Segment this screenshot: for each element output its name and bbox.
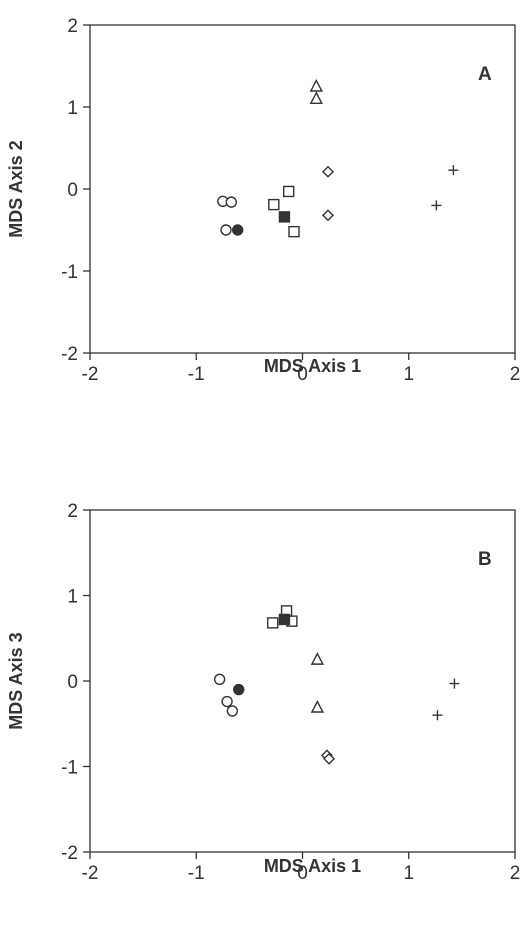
data-point-circle-open bbox=[226, 705, 239, 717]
y-tick-label: 1 bbox=[67, 587, 78, 608]
y-axis-title: MDS Axis 2 bbox=[6, 140, 26, 237]
y-tick-label: 0 bbox=[67, 180, 78, 201]
x-tick-label: -1 bbox=[188, 364, 205, 385]
plot-frame bbox=[89, 509, 516, 853]
x-axis-title: MDS Axis 1 bbox=[264, 856, 361, 876]
data-point-diamond-open bbox=[322, 209, 334, 222]
data-point-square-open bbox=[288, 225, 300, 238]
x-tick-label: 0 bbox=[297, 364, 308, 385]
y-tick-label: -1 bbox=[61, 262, 78, 283]
data-point-diamond-open bbox=[323, 752, 336, 765]
y-tick-label: 2 bbox=[67, 501, 78, 522]
data-point-circle-open bbox=[221, 695, 233, 708]
y-axis-title: MDS Axis 3 bbox=[6, 632, 26, 729]
data-point-triangle-open bbox=[310, 699, 325, 713]
data-point-circle-open bbox=[213, 673, 226, 685]
data-point-diamond-open bbox=[322, 165, 334, 178]
x-tick-label: -2 bbox=[82, 863, 99, 884]
scatter-panel-a: -2 -1 0 1 2 -2 -1 0 1 2 MDS Axis 1 MDS Axis 2 A bbox=[6, 16, 520, 385]
y-tick-label: 2 bbox=[67, 16, 78, 37]
data-point-square-filled bbox=[278, 211, 291, 223]
x-tick-label: 2 bbox=[510, 863, 521, 884]
scatter-panel-b: -2 -1 0 1 2 -2 -1 0 1 2 MDS Axis 1 MDS Axis 3 B bbox=[6, 501, 520, 884]
y-tick-label: -1 bbox=[61, 758, 78, 779]
data-point-square-open bbox=[267, 617, 279, 629]
data-point-plus bbox=[432, 710, 443, 721]
x-tick-label: -2 bbox=[82, 364, 99, 385]
data-point-plus bbox=[431, 200, 442, 211]
x-tick-label: 1 bbox=[403, 863, 414, 884]
x-axis-title: MDS Axis 1 bbox=[264, 356, 361, 376]
data-point-square-open bbox=[268, 198, 280, 211]
data-point-triangle-open bbox=[309, 91, 323, 105]
panel-label: B bbox=[478, 549, 492, 570]
data-point-circle-open bbox=[225, 196, 238, 208]
data-point-triangle-open bbox=[309, 78, 323, 92]
x-tick-label: 1 bbox=[403, 364, 414, 385]
y-tick-label: -2 bbox=[61, 843, 78, 864]
y-tick-label: 1 bbox=[67, 98, 78, 119]
data-point-plus bbox=[448, 165, 459, 176]
x-tick-label: 2 bbox=[510, 364, 521, 385]
data-point-circle-open bbox=[220, 224, 232, 236]
data-point-square-filled bbox=[278, 613, 291, 626]
x-tick-label: -1 bbox=[188, 863, 205, 884]
data-point-circle-filled bbox=[233, 683, 245, 696]
data-point-triangle-open bbox=[310, 652, 325, 665]
y-tick-label: -2 bbox=[61, 344, 78, 365]
y-tick-label: 0 bbox=[67, 672, 78, 693]
data-point-square-open bbox=[282, 185, 295, 198]
data-point-plus bbox=[449, 678, 460, 689]
data-point-circle-filled bbox=[231, 224, 244, 236]
plot-frame bbox=[89, 24, 516, 354]
panel-label: A bbox=[478, 64, 492, 85]
x-tick-label: 0 bbox=[297, 863, 308, 884]
